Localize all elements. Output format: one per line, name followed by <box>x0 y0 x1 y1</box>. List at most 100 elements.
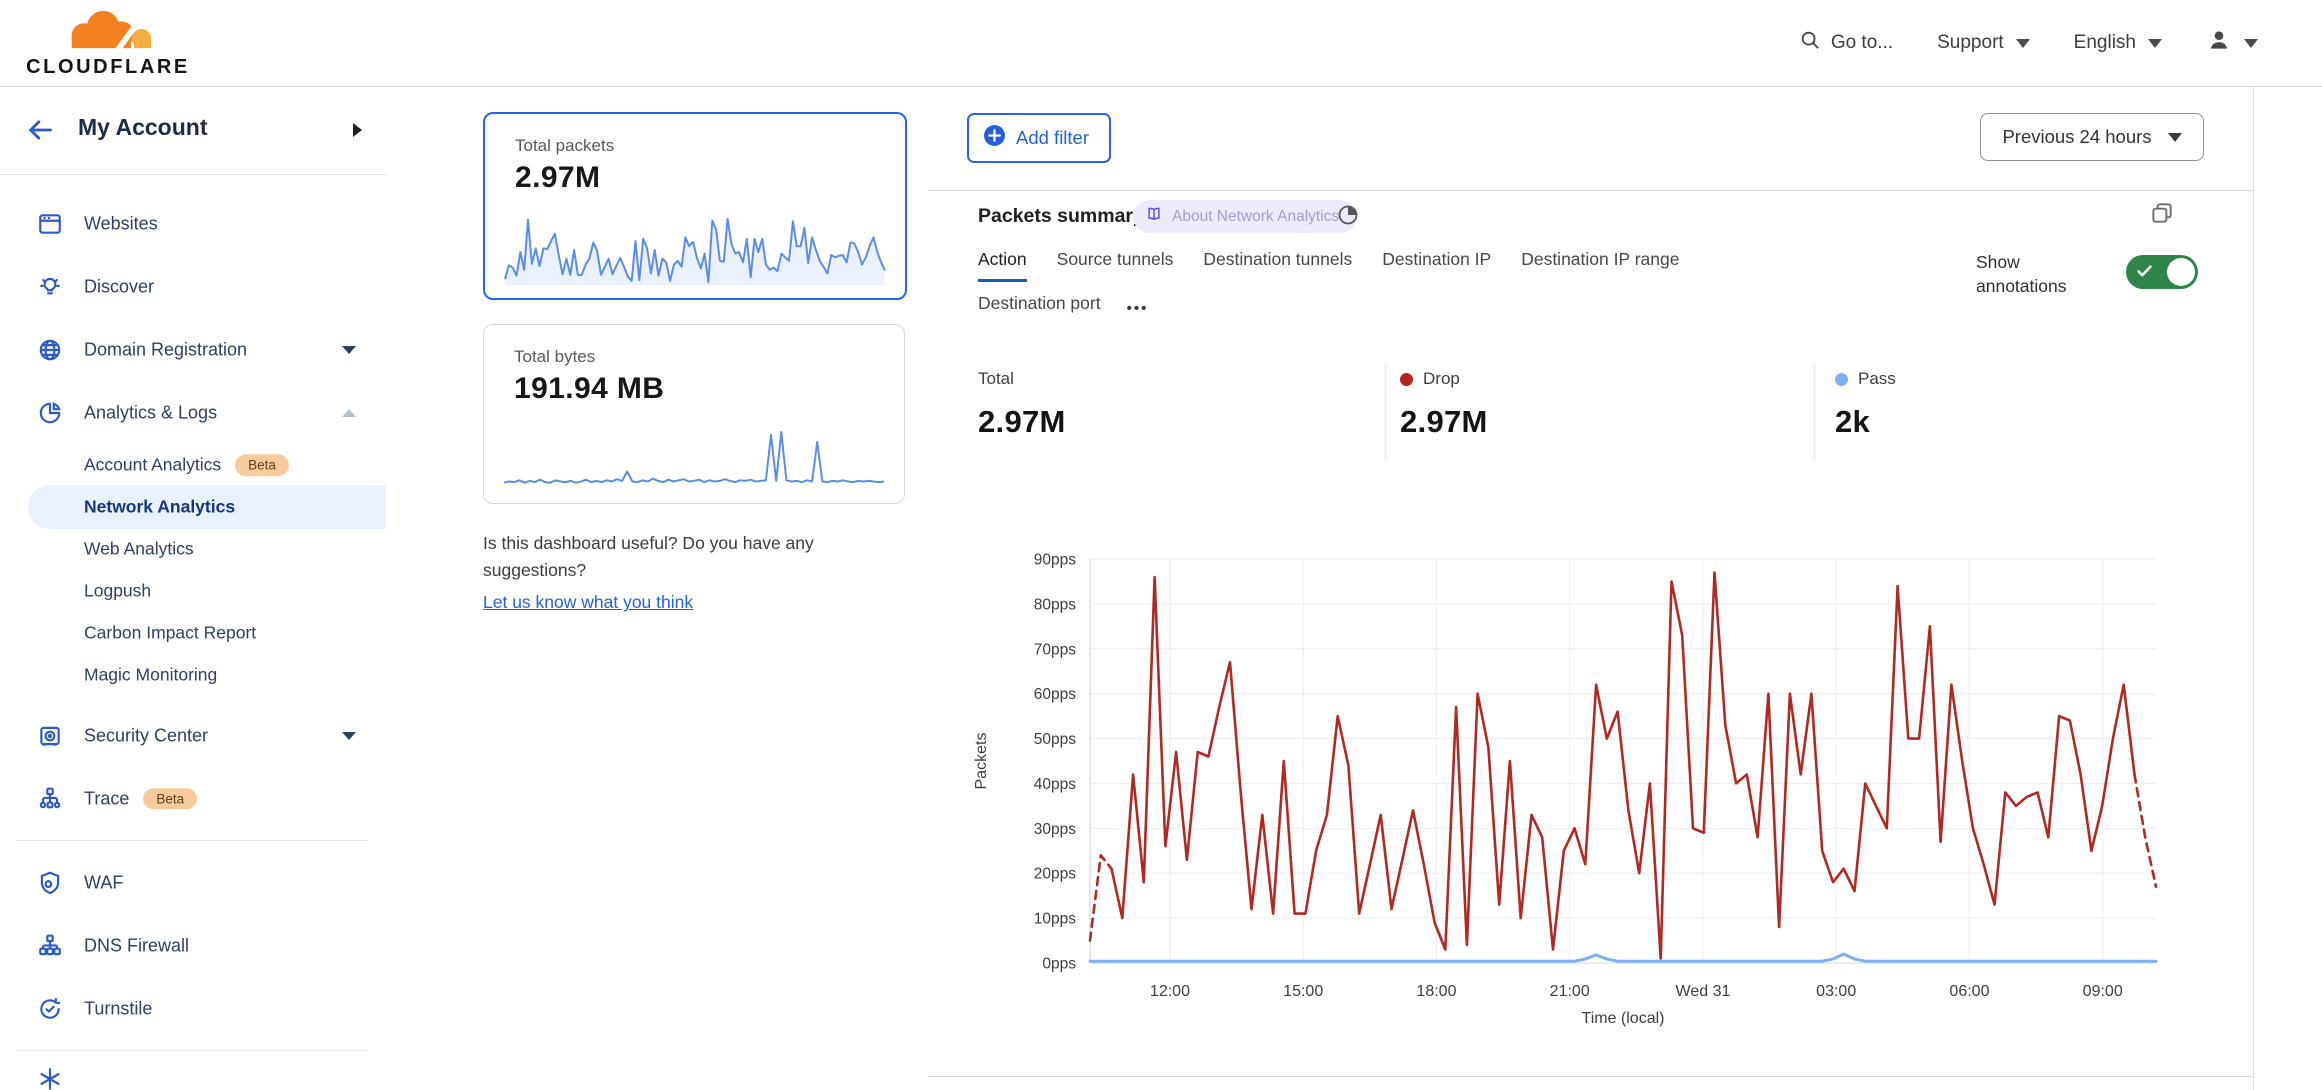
chevron-down-icon <box>2167 132 2182 142</box>
drop-legend-dot <box>1400 372 1413 386</box>
time-range-dropdown[interactable]: Previous 24 hours <box>1980 113 2204 161</box>
y-axis-label: Packets <box>973 733 990 790</box>
support-menu[interactable]: Support <box>1937 32 2030 54</box>
pie-chart-icon <box>36 399 64 427</box>
sidebar-item-label: Turnstile <box>84 998 153 1018</box>
tab-destination-ip[interactable]: Destination IP <box>1382 249 1492 269</box>
x-tick-label: Wed 31 <box>1676 983 1731 1000</box>
y-tick-label: 90pps <box>1034 552 1076 569</box>
chevron-down-icon <box>342 345 356 354</box>
search-icon <box>1799 29 1821 57</box>
cloudflare-cloud-icon <box>49 10 167 55</box>
drop-series-dashed-tail <box>2133 773 2158 889</box>
total-bytes-value: 191.94 MB <box>514 372 665 405</box>
stat-pass-label: Pass <box>1858 369 1896 388</box>
sidebar-item-security-center[interactable]: Security Center <box>0 704 386 767</box>
cloudflare-logo[interactable]: CLOUDFLARE <box>22 7 194 79</box>
total-bytes-card[interactable]: Total bytes 191.94 MB <box>483 324 905 504</box>
goto-label: Go to... <box>1830 32 1894 53</box>
trace-flow-icon <box>36 785 64 813</box>
plus-circle-icon <box>983 124 1006 152</box>
back-arrow-icon[interactable] <box>26 116 54 149</box>
asterisk-icon <box>36 1065 64 1090</box>
x-tick-label: 21:00 <box>1550 983 1590 1000</box>
summary-tabs-row2: Destination port ••• <box>978 293 1148 323</box>
tab-source-tunnels[interactable]: Source tunnels <box>1056 249 1174 269</box>
chevron-down-icon <box>2244 38 2258 48</box>
tab-destination-port[interactable]: Destination port <box>978 293 1101 313</box>
sidebar-subitem-account-analytics[interactable]: Account Analytics Beta <box>0 444 386 486</box>
stat-total-value: 2.97M <box>978 404 1066 439</box>
sidebar-item-domain-registration[interactable]: Domain Registration <box>0 318 386 381</box>
tab-destination-tunnels[interactable]: Destination tunnels <box>1203 249 1353 269</box>
sidebar-item-turnstile[interactable]: Turnstile <box>0 977 386 1040</box>
add-filter-button[interactable]: Add filter <box>967 113 1112 163</box>
stat-drop-value: 2.97M <box>1400 404 1488 439</box>
beta-badge: Beta <box>143 787 198 810</box>
tab-action[interactable]: Action <box>978 249 1027 282</box>
beta-badge: Beta <box>235 454 289 476</box>
header-actions: Go to... Support English <box>1799 0 2258 86</box>
x-tick-label: 12:00 <box>1150 983 1190 1000</box>
sidebar-subitem-network-analytics[interactable]: Network Analytics <box>0 485 386 529</box>
stat-drop-label: Drop <box>1423 369 1460 388</box>
sidebar-subitem-label: Account Analytics <box>84 454 222 475</box>
feedback-question: Is this dashboard useful? Do you have an… <box>483 533 814 581</box>
feedback-link[interactable]: Let us know what you think <box>483 592 694 613</box>
top-header: CLOUDFLARE Go to... Support English <box>0 0 2322 87</box>
sidebar-nav: Websites Discover Domain Registrati <box>0 175 386 1090</box>
total-packets-card[interactable]: Total packets 2.97M <box>483 112 907 300</box>
sidebar-subitem-label: Magic Monitoring <box>84 664 218 685</box>
time-range-label: Previous 24 hours <box>2002 126 2152 147</box>
sidebar-item-dns-firewall[interactable]: DNS Firewall <box>0 914 386 977</box>
sidebar-item-trace[interactable]: Trace Beta <box>0 767 386 830</box>
sidebar-subitem-label: Network Analytics <box>84 496 236 517</box>
x-tick-label: 15:00 <box>1283 983 1323 1000</box>
sidebar-item-partial[interactable] <box>0 1061 386 1090</box>
shield-gear-icon <box>36 869 64 897</box>
account-header: My Account <box>0 86 386 175</box>
x-tick-label: 03:00 <box>1816 983 1856 1000</box>
y-tick-label: 40pps <box>1034 776 1076 793</box>
total-bytes-title: Total bytes <box>514 347 596 366</box>
show-annotations-toggle[interactable] <box>2126 255 2198 289</box>
sidebar-item-waf[interactable]: WAF <box>0 851 386 914</box>
safe-icon <box>36 722 64 750</box>
main-content: Add filter Previous 24 hours Packets sum… <box>928 86 2254 1090</box>
sidebar-item-websites[interactable]: Websites <box>0 192 386 255</box>
expand-copy-icon[interactable] <box>2149 200 2175 231</box>
y-tick-label: 20pps <box>1034 866 1076 883</box>
sidebar-item-label: Domain Registration <box>84 339 248 359</box>
tab-destination-ip-range[interactable]: Destination IP range <box>1521 249 1680 269</box>
pass-series-line <box>1088 952 2158 963</box>
sidebar-item-analytics-logs[interactable]: Analytics & Logs <box>0 381 386 444</box>
x-tick-label: 18:00 <box>1416 983 1456 1000</box>
divider <box>1814 363 1815 461</box>
sidebar-item-label: WAF <box>84 872 124 892</box>
about-network-analytics-badge[interactable]: About Network Analytics <box>1133 200 1358 233</box>
selected-pill <box>28 485 386 529</box>
goto-search[interactable]: Go to... <box>1799 29 1893 57</box>
chevron-up-icon <box>342 408 356 417</box>
stat-pass-value: 2k <box>1835 404 1871 439</box>
more-tabs-button[interactable]: ••• <box>1126 299 1149 317</box>
language-menu[interactable]: English <box>2074 32 2162 54</box>
y-tick-label: 60pps <box>1034 686 1076 703</box>
sidebar-subitem-magic-monitoring[interactable]: Magic Monitoring <box>0 654 386 696</box>
sidebar-subitem-logpush[interactable]: Logpush <box>0 570 386 612</box>
sidebar-subitem-web-analytics[interactable]: Web Analytics <box>0 528 386 570</box>
sparkline-line <box>504 218 886 284</box>
total-packets-title: Total packets <box>515 136 615 155</box>
chevron-right-icon[interactable] <box>353 123 362 137</box>
sidebar-item-discover[interactable]: Discover <box>0 255 386 318</box>
total-bytes-sparkline <box>503 431 885 484</box>
y-tick-label: 10pps <box>1034 911 1076 928</box>
pie-timer-icon[interactable] <box>1336 203 1360 232</box>
drop-series-dashed-head <box>1088 853 1113 942</box>
chevron-down-icon <box>2015 38 2030 48</box>
packets-summary-panel: Packets summary About Network Analytics <box>928 190 2253 1077</box>
sidebar-subitem-carbon-impact-report[interactable]: Carbon Impact Report <box>0 612 386 654</box>
user-menu[interactable] <box>2206 27 2258 59</box>
sidebar: My Account Websites Disc <box>0 86 387 1090</box>
